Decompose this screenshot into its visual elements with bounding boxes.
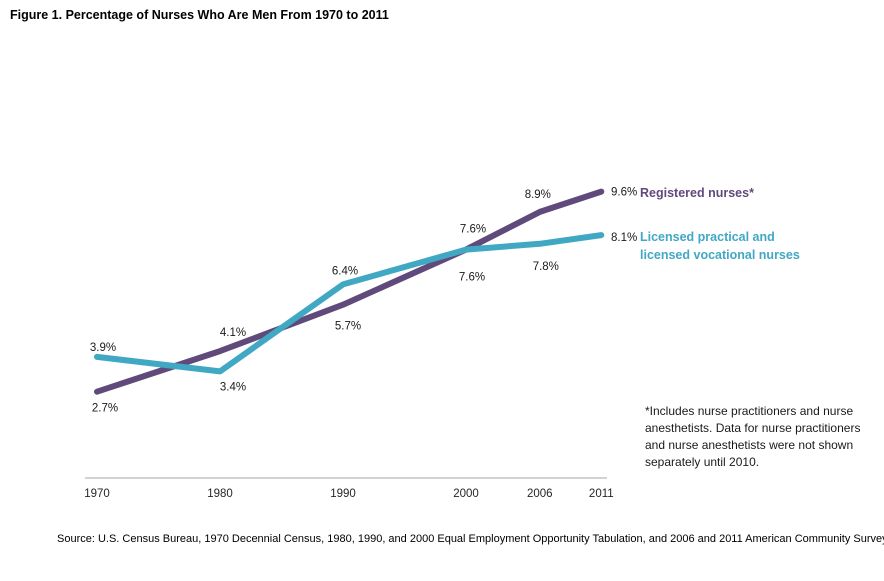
data-label-registered-nurses: 4.1%	[220, 327, 246, 339]
data-label-lpn-lvn: 8.1%	[611, 232, 637, 244]
data-label-registered-nurses: 2.7%	[92, 403, 118, 415]
figure-title: Figure 1. Percentage of Nurses Who Are M…	[10, 8, 389, 22]
legend-label-registered-nurses: Registered nurses*	[640, 186, 754, 200]
data-label-registered-nurses: 7.6%	[459, 272, 485, 284]
data-label-registered-nurses: 8.9%	[525, 189, 551, 201]
series-line-registered-nurses	[94, 188, 605, 395]
x-axis-tick-label: 2011	[589, 488, 614, 500]
legend-lpn-line-1: Licensed practical and	[640, 230, 775, 244]
data-label-lpn-lvn: 3.9%	[90, 342, 116, 354]
x-axis-tick-label: 1970	[84, 488, 110, 500]
x-axis-tick-label: 1980	[207, 488, 233, 500]
data-label-registered-nurses: 5.7%	[335, 321, 361, 333]
data-label-lpn-lvn: 7.6%	[460, 224, 486, 236]
footnote-line: and nurse anesthetists were not shown	[645, 438, 854, 452]
source-citation: Source: U.S. Census Bureau, 1970 Decenni…	[57, 533, 884, 545]
x-axis-tick-label: 2006	[527, 488, 553, 500]
footnote-line: *Includes nurse practitioners and nurse	[645, 404, 854, 418]
legend-lpn-line-2: licensed vocational nurses	[640, 248, 800, 262]
footnote-line: anesthetists. Data for nurse practitione…	[645, 421, 861, 435]
x-axis-tick-label: 2000	[453, 488, 479, 500]
footnote: *Includes nurse practitioners and nurse …	[645, 403, 860, 471]
footnote-line: separately until 2010.	[645, 455, 760, 469]
data-label-lpn-lvn: 7.8%	[533, 261, 559, 273]
series-line-lpn-lvn	[94, 232, 605, 375]
data-label-registered-nurses: 9.6%	[611, 187, 637, 199]
data-label-lpn-lvn: 6.4%	[332, 265, 358, 277]
data-label-lpn-lvn: 3.4%	[220, 381, 246, 393]
x-axis-tick-label: 1990	[330, 488, 356, 500]
legend-label-lpn-lvn: Licensed practical and licensed vocation…	[640, 228, 800, 264]
